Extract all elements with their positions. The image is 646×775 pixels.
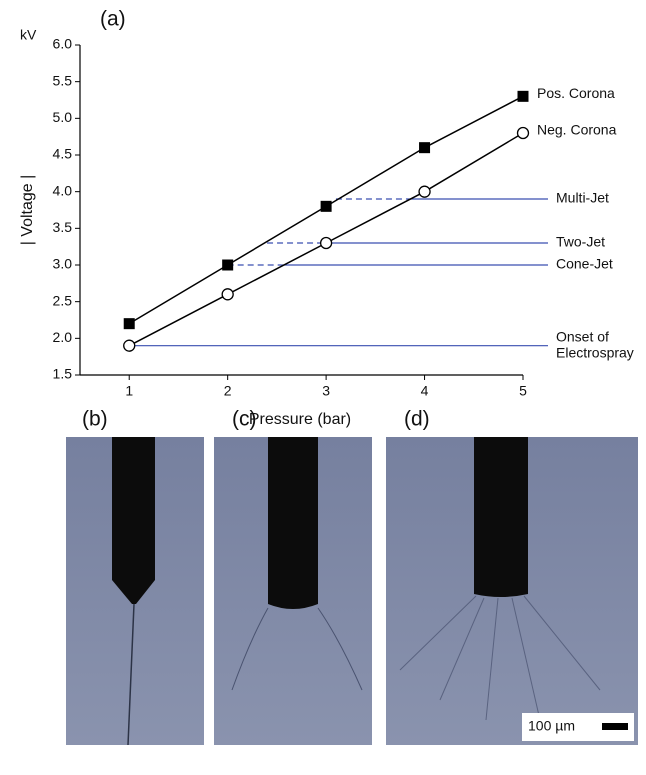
photo-label: (b) [82,408,108,431]
photo-label: (c) [232,408,257,431]
threshold-label: Onset of [556,328,609,344]
photo-c [214,437,372,745]
marker [320,200,332,212]
marker [221,288,234,301]
photo-b [66,437,204,746]
x-tick-label: 2 [224,383,232,399]
y-tick-label: 6.0 [53,36,73,52]
series-label: Neg. Corona [537,122,617,138]
y-tick-label: 2.0 [53,329,73,345]
marker [419,142,431,154]
marker [319,236,333,250]
threshold-label: Electrospray [556,344,634,360]
marker [516,126,530,140]
x-tick-label: 1 [125,383,133,399]
y-tick-label: 4.0 [53,182,73,198]
marker [123,339,136,352]
x-tick-label: 5 [519,383,527,399]
marker [418,185,431,198]
series-label: Pos. Corona [537,85,615,101]
panel-label: (a) [100,8,126,31]
scale-bar-label: 100 µm [528,718,575,734]
y-tick-label: 5.0 [53,109,73,125]
y-tick-label: 1.5 [53,366,73,382]
y-tick-label: 2.5 [53,292,73,308]
y-tick-label: 3.0 [53,256,73,272]
y-unit: kV [20,27,37,43]
photo-d [386,437,638,745]
y-axis-label: | Voltage | [19,175,36,246]
x-tick-label: 4 [421,383,429,399]
threshold-label: Two-Jet [556,234,605,250]
threshold-label: Multi-Jet [556,190,609,206]
y-tick-label: 3.5 [53,219,73,235]
y-tick-label: 5.5 [53,72,73,88]
photo-label: (d) [404,408,430,431]
threshold-label: Cone-Jet [556,256,613,272]
marker [222,259,234,271]
y-tick-label: 4.5 [53,146,73,162]
x-tick-label: 3 [322,383,330,399]
marker [517,90,529,102]
x-axis-label: Pressure (bar) [249,411,351,428]
marker [123,318,135,330]
